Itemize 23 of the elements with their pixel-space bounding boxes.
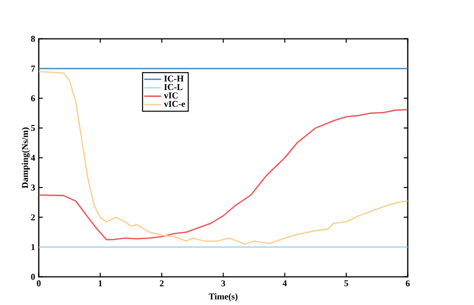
y-tick-label: 8 bbox=[31, 36, 35, 42]
legend-label: IC-L bbox=[164, 84, 182, 90]
x-tick-label: 2 bbox=[160, 280, 164, 286]
x-tick-label: 1 bbox=[98, 280, 102, 286]
y-axis-title: Damping(Ns/m) bbox=[22, 128, 30, 188]
x-tick-label: 4 bbox=[282, 280, 287, 286]
y-tick-label: 6 bbox=[31, 95, 35, 102]
y-tick-label: 2 bbox=[31, 214, 35, 220]
legend-label: IC-H bbox=[164, 76, 184, 82]
y-tick-label: 3 bbox=[31, 184, 35, 191]
x-tick-label: 3 bbox=[221, 280, 226, 287]
y-tick-label: 4 bbox=[30, 155, 36, 161]
legend-label: vIC bbox=[164, 92, 178, 99]
legend-label: vIC-e bbox=[164, 101, 186, 108]
line-series bbox=[38, 71, 408, 245]
x-axis-title: Time(s) bbox=[208, 293, 238, 302]
y-tick-label: 1 bbox=[31, 244, 35, 250]
x-tick-label: 6 bbox=[406, 280, 410, 287]
x-tick-label: 0 bbox=[36, 280, 41, 287]
y-tick-label: 0 bbox=[31, 274, 35, 280]
x-tick-label: 5 bbox=[344, 280, 348, 286]
y-tick-label: 5 bbox=[31, 125, 35, 132]
y-tick-label: 7 bbox=[31, 66, 36, 72]
